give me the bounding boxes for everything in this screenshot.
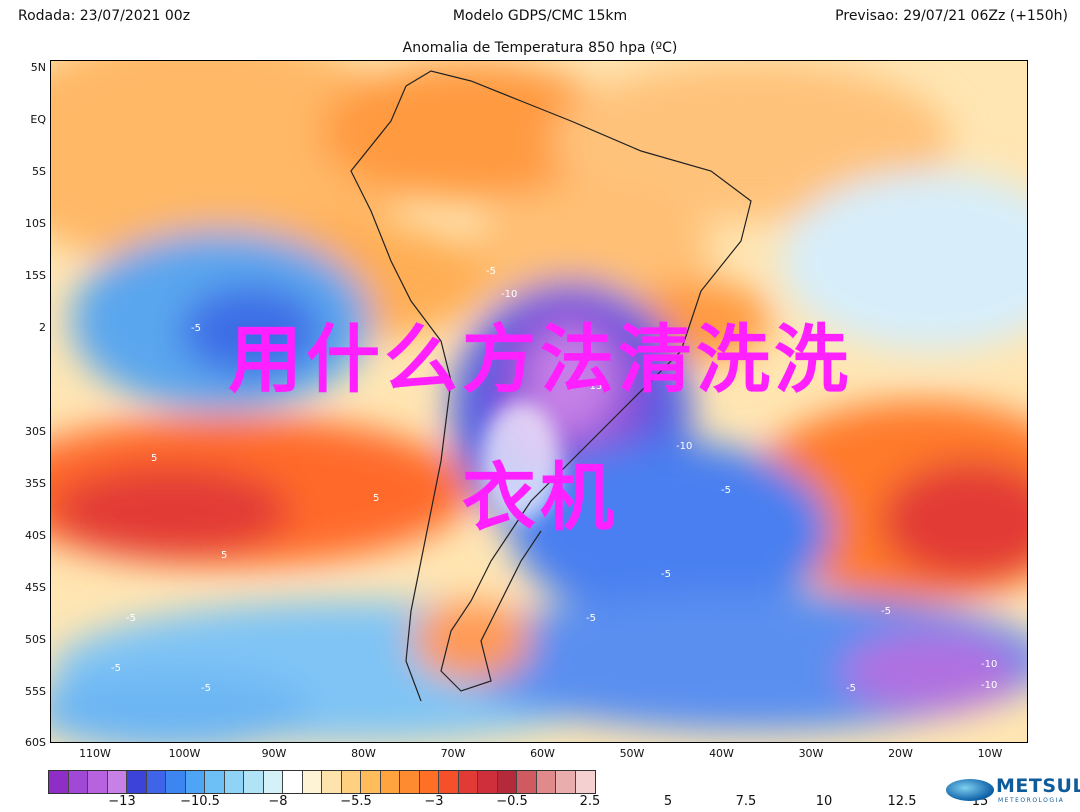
color-scale-tick: −3 — [424, 794, 444, 809]
color-swatch — [127, 771, 147, 793]
latitude-label: 5S — [32, 165, 46, 178]
color-scale-tick: −0.5 — [496, 794, 528, 809]
contour-label: -5 — [846, 683, 856, 694]
contour-label: 5 — [373, 493, 379, 504]
latitude-label: 50S — [25, 633, 46, 646]
color-swatch — [380, 771, 400, 793]
contour-label: -5 — [191, 323, 201, 334]
color-swatch — [322, 771, 342, 793]
color-swatch — [49, 771, 69, 793]
color-swatch — [575, 771, 595, 793]
coastline — [405, 70, 752, 692]
color-swatch — [400, 771, 420, 793]
color-swatch — [361, 771, 381, 793]
longitude-label: 20W — [888, 747, 913, 760]
color-swatch — [517, 771, 537, 793]
contour-labels: -5 -10 -5 -15 -10 -5 -5 5 5 5 -5 -5 -5 -… — [111, 266, 997, 694]
color-swatch — [556, 771, 576, 793]
latitude-label: 45S — [25, 581, 46, 594]
map-title: Anomalia de Temperatura 850 hpa (ºC) — [402, 40, 678, 56]
color-scale-tick: 12.5 — [887, 794, 917, 809]
color-scale-tick: −13 — [108, 794, 136, 809]
color-scale-tick: 5 — [663, 794, 673, 809]
color-swatch — [439, 771, 459, 793]
color-swatch — [146, 771, 166, 793]
latitude-label: EQ — [30, 113, 46, 126]
longitude-label: 50W — [619, 747, 645, 760]
longitude-label: 80W — [351, 747, 376, 760]
globe-icon — [946, 779, 994, 801]
logo-subtext: METEOROLOGIA — [998, 797, 1065, 804]
contour-label: 5 — [151, 453, 157, 464]
contour-label: -10 — [676, 441, 692, 452]
latitude-label: 55S — [25, 685, 46, 698]
longitude-label: 10W — [977, 747, 1003, 760]
contour-label: -15 — [586, 381, 602, 392]
color-swatch — [88, 771, 108, 793]
color-swatch — [68, 771, 88, 793]
color-swatch — [107, 771, 127, 793]
color-swatch — [283, 771, 303, 793]
longitude-label: 60W — [530, 747, 555, 760]
color-scale-tick: 10 — [815, 794, 833, 809]
metsul-logo: METSUL METEOROLOGIA — [946, 775, 1080, 807]
latitude-label: 2 — [39, 321, 46, 334]
contour-label: -5 — [201, 683, 211, 694]
color-swatch — [263, 771, 283, 793]
contour-label: -10 — [981, 659, 997, 670]
latitude-label: 30S — [25, 425, 46, 438]
longitude-label: 90W — [261, 747, 287, 760]
coastline-west — [350, 85, 452, 702]
longitude-label: 100W — [168, 747, 201, 760]
run-date-label: Rodada: 23/07/2021 00z — [18, 8, 191, 24]
longitude-label: 40W — [709, 747, 734, 760]
contour-label: -5 — [111, 663, 121, 674]
contour-label: 5 — [221, 550, 227, 561]
contour-label: -5 — [126, 613, 136, 624]
latitude-label: 60S — [25, 736, 46, 749]
color-swatch — [536, 771, 556, 793]
latitude-label: 35S — [25, 477, 46, 490]
latitude-label: 5N — [30, 61, 46, 74]
contour-label: -5 — [881, 606, 891, 617]
anomaly-map-canvas: -5 -10 -5 -15 -10 -5 -5 5 5 5 -5 -5 -5 -… — [51, 61, 1027, 742]
longitude-label: 110W — [79, 747, 111, 760]
color-swatch — [244, 771, 264, 793]
color-scale-tick: −5.5 — [340, 794, 372, 809]
logo-name: METSUL — [996, 775, 1080, 797]
model-name-label: Modelo GDPS/CMC 15km — [452, 8, 628, 24]
color-scale-tick: −10.5 — [180, 794, 220, 809]
color-scale-bar — [48, 770, 596, 794]
latitude-label: 15S — [25, 269, 46, 282]
color-scale-tick: −8 — [268, 794, 288, 809]
anomaly-map: -5 -10 -5 -15 -10 -5 -5 5 5 5 -5 -5 -5 -… — [50, 60, 1028, 743]
color-swatch — [478, 771, 498, 793]
latitude-label: 10S — [25, 217, 46, 230]
forecast-time-label: Previsao: 29/07/21 06Zz (+150h) — [835, 8, 1068, 24]
longitude-label: 30W — [798, 747, 824, 760]
color-swatch — [185, 771, 205, 793]
contour-label: -10 — [501, 289, 517, 300]
color-scale-tick: 2.5 — [579, 794, 601, 809]
color-swatch — [341, 771, 361, 793]
contour-label: -5 — [586, 613, 596, 624]
contour-label: -10 — [981, 680, 997, 691]
longitude-label: 70W — [440, 747, 466, 760]
contour-label: -5 — [486, 266, 496, 277]
contour-label: -5 — [661, 569, 671, 580]
color-scale-tick: 7.5 — [735, 794, 757, 809]
color-swatch — [419, 771, 439, 793]
color-swatch — [205, 771, 225, 793]
contour-label: -5 — [721, 485, 731, 496]
color-swatch — [458, 771, 478, 793]
color-swatch — [302, 771, 322, 793]
color-swatch — [224, 771, 244, 793]
color-swatch — [497, 771, 517, 793]
latitude-label: 40S — [25, 529, 46, 542]
color-swatch — [166, 771, 186, 793]
